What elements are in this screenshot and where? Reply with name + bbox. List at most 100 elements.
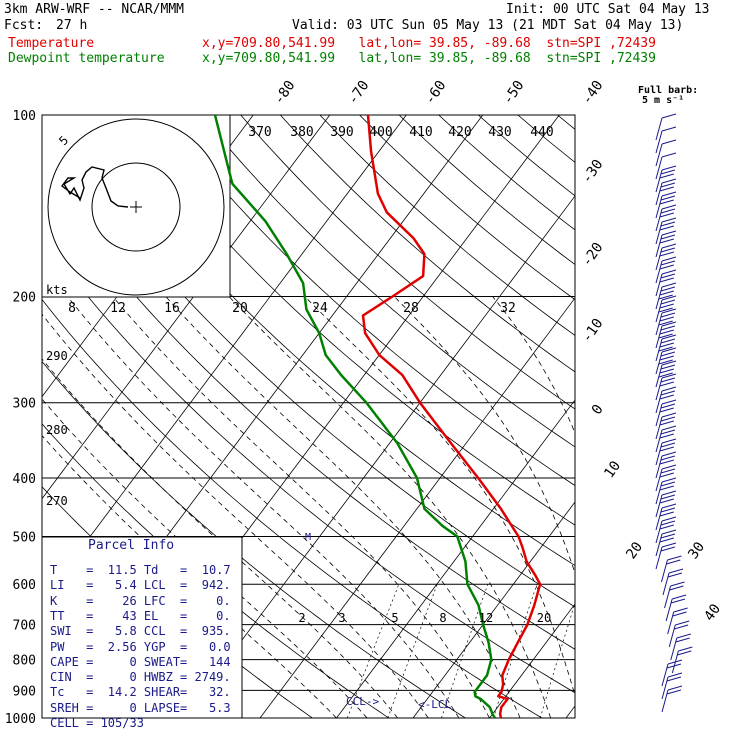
dry-adiabat-line xyxy=(517,115,575,163)
parcel-info-row: TT = 43 EL = 0. xyxy=(50,608,231,623)
wind-barb-flag xyxy=(659,212,674,218)
hodograph-trace xyxy=(61,166,129,208)
parcel-info-row: LI = 5.4 LCL = 942. xyxy=(50,578,231,593)
wind-barb-flag xyxy=(659,329,674,335)
wind-barb-staff xyxy=(655,169,663,193)
wind-barb-flag xyxy=(658,320,673,326)
wind-barb-flag xyxy=(660,481,676,487)
temperature-station-info: x,y=709.80,541.99 lat,lon= 39.85, -89.68… xyxy=(202,36,656,51)
wind-barb-flag xyxy=(660,234,676,240)
isotherm-label: -50 xyxy=(500,78,528,108)
wind-barb-flag xyxy=(661,269,677,275)
wind-barb-flag xyxy=(667,572,683,578)
wind-barb-flag xyxy=(660,494,676,500)
dry-adiabat-line xyxy=(42,237,575,694)
wind-barb-flag xyxy=(661,503,677,509)
wind-barb-flag xyxy=(659,355,674,361)
wind-barb-flag xyxy=(660,468,676,474)
wind-barb-staff xyxy=(660,559,668,583)
isotherm-label: -70 xyxy=(345,78,373,108)
wind-barb-staff xyxy=(655,520,663,544)
wind-barb-staff xyxy=(655,117,663,141)
isotherm-line xyxy=(42,115,331,500)
wind-barb-flag xyxy=(661,347,677,353)
wind-barb-flag xyxy=(661,217,677,223)
wind-barb-staff xyxy=(670,637,678,661)
parcel-info-row: K = 26 LFC = 0. xyxy=(50,593,231,608)
theta-label: 370 xyxy=(248,125,271,140)
wind-barb-flag xyxy=(659,420,674,426)
theta-label: 280 xyxy=(46,423,68,437)
wind-barb-flag xyxy=(666,663,682,669)
isotherm-line xyxy=(412,501,575,718)
wind-barb-flag xyxy=(660,533,676,539)
hodograph-ring xyxy=(91,162,181,252)
isotherm-line xyxy=(624,87,740,740)
wind-barb-staff xyxy=(655,533,663,557)
mixing-ratio-line xyxy=(602,584,639,718)
wind-barb-flag xyxy=(660,169,676,175)
parcel-info-row: SWI = 5.8 CCL = 935. xyxy=(50,624,231,639)
plot-frame xyxy=(41,114,576,719)
wind-barb-flag xyxy=(659,498,674,504)
wind-barb-staff xyxy=(655,442,663,466)
wind-barb-flag xyxy=(675,637,690,643)
wind-barb-flag xyxy=(660,390,676,396)
dry-adiabat-line xyxy=(42,360,467,718)
wind-barb-staff xyxy=(667,611,675,635)
wind-barb-flag xyxy=(658,359,673,365)
wind-barb-flag xyxy=(660,442,676,448)
wind-barb-flag xyxy=(661,256,677,262)
wind-barb-staff xyxy=(655,507,663,531)
wind-barb-flag xyxy=(660,507,676,513)
dry-adiabat-line xyxy=(240,115,575,410)
parcel-info-row: CIN = 0 HWBZ = 2749. xyxy=(50,670,231,685)
isotherm-label: 40 xyxy=(701,601,724,624)
wind-barb-flag xyxy=(659,472,674,478)
isotherm-label: -10 xyxy=(579,316,607,346)
wind-barb-flag xyxy=(661,412,677,418)
mixing-ratio-label: 2 xyxy=(298,611,305,625)
hodograph-speed-label: 12 xyxy=(110,301,126,316)
wind-barb-flag xyxy=(674,624,689,630)
wind-barb-staff xyxy=(655,390,663,414)
valid-time: Valid: 03 UTC Sun 05 May 13 (21 MDT Sat … xyxy=(292,18,684,33)
wind-barb-flag xyxy=(667,659,683,665)
wind-barb-staff xyxy=(655,234,663,258)
pressure-tick-label: 200 xyxy=(13,291,36,306)
wind-barb-flag xyxy=(671,594,687,600)
wind-barb-flag xyxy=(661,373,677,379)
theta-label: 430 xyxy=(488,125,511,140)
wind-barb-flag xyxy=(659,511,674,517)
wind-barb-flag xyxy=(661,191,677,197)
wind-barb-flag xyxy=(660,260,676,266)
wind-barb-flag xyxy=(658,333,673,339)
pressure-tick-label: 500 xyxy=(13,530,36,545)
isotherm-line xyxy=(700,87,740,740)
mixing-ratio-label: 8 xyxy=(439,611,446,625)
wind-barb-staff xyxy=(665,598,673,622)
parcel-info-row: CAPE = 0 SWEAT= 144 xyxy=(50,654,231,669)
wind-barb-flag xyxy=(659,446,674,452)
hodograph-speed-label: 28 xyxy=(403,301,419,316)
wind-barb-flag xyxy=(661,438,677,444)
isotherm-line xyxy=(565,705,575,718)
pressure-tick-label: 1000 xyxy=(5,712,36,727)
wind-barb-staff xyxy=(655,156,663,180)
init-time: Init: 00 UTC Sat 04 May 13 xyxy=(506,2,710,17)
theta-label: 290 xyxy=(46,349,68,363)
isotherm-label: 30 xyxy=(685,539,708,562)
wind-barb-staff xyxy=(661,689,669,713)
wind-barb-flag xyxy=(658,346,673,352)
wind-barb-flag xyxy=(661,399,677,405)
wind-barb-flag xyxy=(661,139,677,145)
wind-barb-flag xyxy=(659,264,674,270)
wind-barb-staff xyxy=(655,195,663,219)
isotherm-line xyxy=(335,399,575,718)
wind-barb-flag xyxy=(661,451,677,457)
wind-barb-flag xyxy=(660,416,676,422)
wind-barb-flag xyxy=(660,338,676,344)
wind-barb-flag xyxy=(660,273,676,279)
wind-barb-staff xyxy=(655,221,663,245)
